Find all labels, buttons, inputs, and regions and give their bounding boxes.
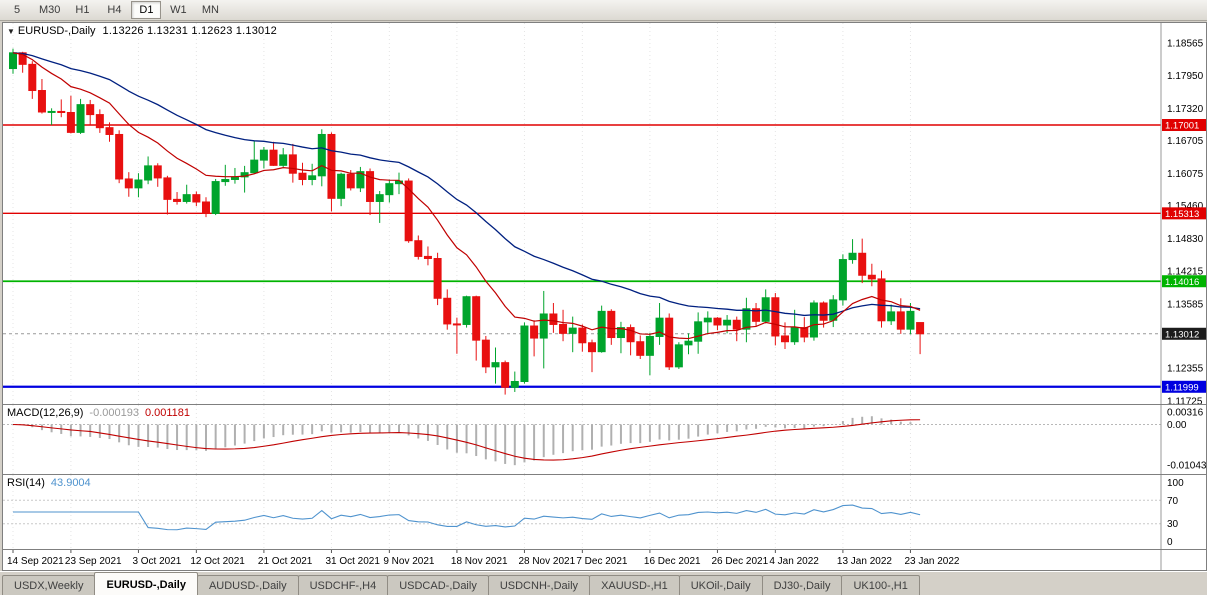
symbol-label: EURUSD-,Daily [17,25,96,37]
rsi-chart[interactable]: 100 70 30 0 [3,475,1206,549]
svg-text:1.17950: 1.17950 [1167,71,1204,82]
svg-text:1.13585: 1.13585 [1167,299,1204,310]
svg-text:1.11725: 1.11725 [1167,397,1203,404]
ma-slow-line [12,52,921,317]
price-axis-labels: 1.18565 1.17950 1.17320 1.16705 1.16075 1.154… [1167,39,1204,404]
ohlc-values: 1.13226 1.13231 1.12623 1.13012 [102,25,277,37]
rsi-indicator-pane[interactable]: 100 70 30 0 RSI(14) 43.9004 [3,474,1206,549]
macd-main-value: -0.000193 [89,407,139,419]
date-label: 21 Oct 2021 [258,556,313,567]
chart-tabs-bar: USDX,Weekly EURUSD-,Daily AUDUSD-,Daily USD… [0,571,1207,595]
chart-tab-usdchf-h4[interactable]: USDCHF-,H4 [297,575,389,595]
macd-histogram [21,416,922,466]
chart-tab-xauusd-h1[interactable]: XAUUSD-,H1 [589,575,680,595]
date-label: 4 Jan 2022 [769,556,819,567]
chart-tab-eurusd-daily[interactable]: EURUSD-,Daily [94,572,198,595]
svg-text:0.00316: 0.00316 [1167,408,1204,419]
chart-window: 1.18565 1.17950 1.17320 1.16705 1.16075 1.154… [2,22,1207,571]
price-tag: 1.17001 [1162,119,1206,132]
svg-text:1.15460: 1.15460 [1167,201,1204,212]
price-tag: 1.11999 [1162,380,1206,393]
date-label: 26 Dec 2021 [711,556,768,567]
time-axis[interactable]: 14 Sep 2021 23 Sep 2021 3 Oct 2021 12 Oct 2… [3,549,1206,570]
svg-text:1.13012: 1.13012 [1165,329,1199,340]
date-label: 3 Oct 2021 [132,556,181,567]
date-label: 9 Nov 2021 [383,556,435,567]
rsi-value: 43.9004 [50,477,91,489]
timeframe-button-5[interactable]: 5 [13,4,21,16]
svg-text:100: 100 [1167,478,1184,489]
svg-text:1.18565: 1.18565 [1167,39,1204,50]
horizontal-level-lines[interactable] [3,124,1161,388]
timeframe-button-h1[interactable]: H1 [75,4,90,16]
macd-signal-line [12,419,921,461]
svg-text:1.12355: 1.12355 [1167,364,1204,375]
svg-text:1.16075: 1.16075 [1167,169,1204,180]
timeframe-button-h4[interactable]: H4 [107,4,122,16]
rsi-line [13,504,921,531]
rsi-name: RSI(14) [7,477,45,489]
macd-name: MACD(12,26,9) [7,407,84,419]
timeframe-button-m30[interactable]: M30 [39,4,61,16]
timeframe-button-mn[interactable]: MN [201,4,219,16]
chart-tab-audusd-daily[interactable]: AUDUSD-,Daily [196,575,299,595]
svg-text:1.11999: 1.11999 [1165,382,1199,393]
timeframe-toolbar: 5 M30 H1 H4 D1 W1 MN [0,0,1207,21]
date-label: 28 Nov 2021 [518,556,575,567]
date-label: 23 Sep 2021 [65,556,122,567]
candlesticks[interactable] [9,48,925,395]
svg-text:1.14016: 1.14016 [1165,277,1199,288]
price-tag: 1.13012 [1162,327,1206,340]
date-label: 12 Oct 2021 [190,556,245,567]
timeframe-button-w1[interactable]: W1 [170,4,187,16]
svg-text:0.00: 0.00 [1167,420,1187,431]
chart-tab-dj30-daily[interactable]: DJ30-,Daily [761,575,843,595]
date-label: 16 Dec 2021 [644,556,701,567]
chart-tab-usdx-weekly[interactable]: USDX,Weekly [2,575,96,595]
svg-text:1.14830: 1.14830 [1167,234,1204,245]
svg-text:-0.01043: -0.01043 [1167,461,1206,472]
price-tag: 1.14016 [1162,275,1206,288]
chart-tab-usdcad-daily[interactable]: USDCAD-,Daily [387,575,489,595]
macd-indicator-pane[interactable]: 0.00316 0.00 -0.01043 MACD(12,26,9) -0.0001… [3,404,1206,474]
svg-text:70: 70 [1167,496,1179,507]
svg-text:1.17001: 1.17001 [1165,121,1199,132]
rsi-axis-labels: 100 70 30 0 [1167,478,1184,548]
candlestick-chart[interactable]: 1.18565 1.17950 1.17320 1.16705 1.16075 1.154… [3,23,1206,404]
svg-text:0: 0 [1167,537,1173,548]
macd-label-overlay: MACD(12,26,9) -0.000193 0.001181 [7,407,190,419]
svg-text:1.16705: 1.16705 [1167,136,1204,147]
timeframe-button-d1[interactable]: D1 [131,1,162,19]
date-label: 18 Nov 2021 [451,556,508,567]
time-axis-labels: 14 Sep 2021 23 Sep 2021 3 Oct 2021 12 Oct 2… [7,550,1162,570]
svg-text:30: 30 [1167,519,1179,530]
rsi-label-overlay: RSI(14) 43.9004 [7,477,91,489]
chart-tab-usdcnh-daily[interactable]: USDCNH-,Daily [487,575,591,595]
chart-tab-uk100-h1[interactable]: UK100-,H1 [841,575,920,595]
symbol-dropdown-icon[interactable]: ▼ [7,27,15,36]
chart-title-overlay: ▼ EURUSD-,Daily 1.13226 1.13231 1.12623 1.… [7,25,277,37]
chart-tab-ukoil-daily[interactable]: UKOil-,Daily [678,575,763,595]
svg-text:1.17320: 1.17320 [1167,104,1204,115]
ma-fast-line [12,52,921,340]
date-label: 7 Dec 2021 [576,556,628,567]
macd-signal-value: 0.001181 [144,407,191,419]
price-tag: 1.15313 [1162,207,1206,220]
main-chart-pane[interactable]: 1.18565 1.17950 1.17320 1.16705 1.16075 1.154… [3,23,1206,404]
svg-text:1.15313: 1.15313 [1165,209,1199,220]
date-label: 13 Jan 2022 [837,556,892,567]
date-label: 31 Oct 2021 [325,556,380,567]
date-label: 23 Jan 2022 [904,556,959,567]
date-label: 14 Sep 2021 [7,556,64,567]
svg-text:1.14215: 1.14215 [1167,266,1204,277]
